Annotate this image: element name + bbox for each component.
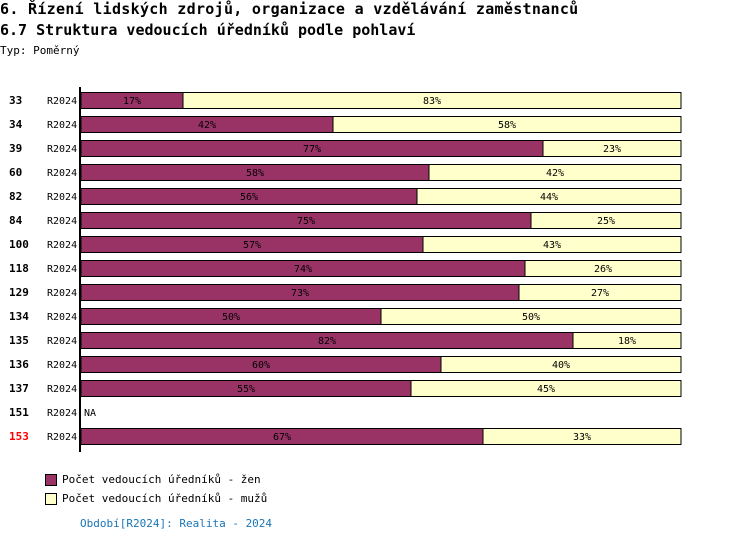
data-label: 83%	[423, 96, 441, 107]
period-label: R2024	[47, 144, 77, 155]
category-label: 129	[9, 286, 29, 299]
category-label: 118	[9, 262, 29, 275]
data-label: 56%	[240, 192, 258, 203]
category-label: 135	[9, 334, 29, 347]
data-label: 77%	[303, 144, 321, 155]
data-label: 33%	[573, 432, 591, 443]
category-label: 100	[9, 238, 29, 251]
data-label: 57%	[243, 240, 261, 251]
data-label: 26%	[594, 264, 612, 275]
data-label: 50%	[222, 312, 240, 323]
data-label: 58%	[246, 168, 264, 179]
na-label: NA	[84, 408, 96, 419]
period-label: R2024	[47, 168, 77, 179]
data-label: 25%	[597, 216, 615, 227]
bar-segment-men	[482, 428, 682, 445]
period-label: R2024	[47, 240, 77, 251]
bar-segment-men	[524, 260, 682, 277]
category-label: 137	[9, 382, 29, 395]
period-label: R2024	[47, 288, 77, 299]
bar-segment-men	[416, 188, 682, 205]
chart-title: 6.7 Struktura vedoucích úředníků podle p…	[0, 21, 416, 39]
data-label: 67%	[273, 432, 291, 443]
legend-label: Počet vedoucích úředníků - mužů	[62, 492, 268, 505]
legend-swatch	[45, 492, 57, 505]
period-label: R2024	[47, 96, 77, 107]
data-label: 17%	[123, 96, 141, 107]
data-label: 58%	[498, 120, 516, 131]
category-label: 136	[9, 358, 29, 371]
data-label: 60%	[252, 360, 270, 371]
period-label: R2024	[47, 192, 77, 203]
data-label: 18%	[618, 336, 636, 347]
legend-label: Počet vedoucích úředníků - žen	[62, 473, 261, 486]
category-label: 134	[9, 310, 29, 323]
bar-segment-men	[530, 212, 682, 229]
category-label: 33	[9, 94, 22, 107]
data-label: 44%	[540, 192, 558, 203]
data-label: 23%	[603, 144, 621, 155]
period-note: Období[R2024]: Realita - 2024	[80, 517, 273, 530]
bar-segment-men	[542, 140, 682, 157]
bar-segment-men	[380, 308, 682, 325]
data-label: 74%	[294, 264, 312, 275]
period-label: R2024	[47, 384, 77, 395]
page-title: 6. Řízení lidských zdrojů, organizace a …	[0, 0, 579, 18]
data-label: 73%	[291, 288, 309, 299]
bar-segment-men	[422, 236, 682, 253]
category-label: 153	[9, 430, 29, 443]
legend-item-men: Počet vedoucích úředníků - mužů	[45, 492, 267, 505]
category-label: 34	[9, 118, 23, 131]
period-label: R2024	[47, 336, 77, 347]
data-label: 42%	[198, 120, 216, 131]
data-label: 50%	[522, 312, 540, 323]
data-label: 27%	[591, 288, 609, 299]
category-label: 60	[9, 166, 22, 179]
data-label: 75%	[297, 216, 315, 227]
category-label: 39	[9, 142, 22, 155]
type-label: Typ: Poměrný	[0, 44, 80, 57]
legend-item-women: Počet vedoucích úředníků - žen	[45, 473, 261, 486]
category-label: 84	[9, 214, 23, 227]
data-label: 40%	[552, 360, 570, 371]
category-label: 82	[9, 190, 22, 203]
data-label: 43%	[543, 240, 561, 251]
bar-segment-men	[410, 380, 682, 397]
bar-segment-men	[518, 284, 682, 301]
bar-chart: 33 R2024 17% 83% 34 R2024 42% 58% 39 R2024 77% 23% 6…	[9, 87, 682, 452]
period-label: R2024	[47, 264, 77, 275]
bar-segment-men	[440, 356, 682, 373]
period-label: R2024	[47, 216, 77, 227]
period-label: R2024	[47, 408, 77, 419]
bar-segment-men	[182, 92, 682, 109]
bar-segment-men	[332, 116, 682, 133]
category-label: 151	[9, 406, 29, 419]
data-label: 55%	[237, 384, 255, 395]
bar-segment-men	[428, 164, 682, 181]
period-label: R2024	[47, 312, 77, 323]
legend-swatch	[45, 473, 57, 486]
period-label: R2024	[47, 360, 77, 371]
data-label: 45%	[537, 384, 555, 395]
data-label: 82%	[318, 336, 336, 347]
bar-segment-men	[572, 332, 682, 349]
data-label: 42%	[546, 168, 564, 179]
period-label: R2024	[47, 432, 77, 443]
period-label: R2024	[47, 120, 77, 131]
